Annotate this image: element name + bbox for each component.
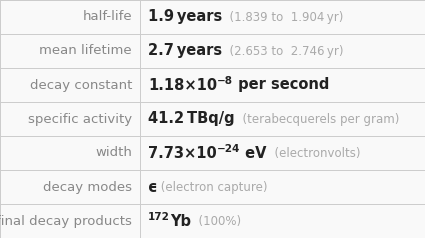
Text: 1.9 years: 1.9 years [148,10,222,25]
Text: (1.839 to  1.904 yr): (1.839 to 1.904 yr) [222,10,344,24]
Text: 7.73×10: 7.73×10 [148,145,217,160]
Text: ϵ: ϵ [148,179,158,194]
Text: 1.18×10: 1.18×10 [148,78,217,93]
Text: eV: eV [240,145,266,160]
Text: final decay products: final decay products [0,214,132,228]
Text: (electronvolts): (electronvolts) [266,147,360,159]
Text: specific activity: specific activity [28,113,132,125]
Text: mean lifetime: mean lifetime [40,45,132,58]
Text: (terabecquerels per gram): (terabecquerels per gram) [235,113,399,125]
Text: half-life: half-life [82,10,132,24]
Text: 172: 172 [148,212,170,222]
Text: (100%): (100%) [191,214,241,228]
Text: Yb: Yb [170,213,191,228]
Text: −8: −8 [217,75,233,85]
Text: 41.2 TBq/g: 41.2 TBq/g [148,111,235,127]
Text: decay constant: decay constant [30,79,132,91]
Text: (electron capture): (electron capture) [158,180,268,193]
Text: 2.7 years: 2.7 years [148,44,222,59]
Text: width: width [95,147,132,159]
Text: per second: per second [233,78,329,93]
Text: −24: −24 [217,144,240,154]
Text: decay modes: decay modes [43,180,132,193]
Text: (2.653 to  2.746 yr): (2.653 to 2.746 yr) [222,45,344,58]
